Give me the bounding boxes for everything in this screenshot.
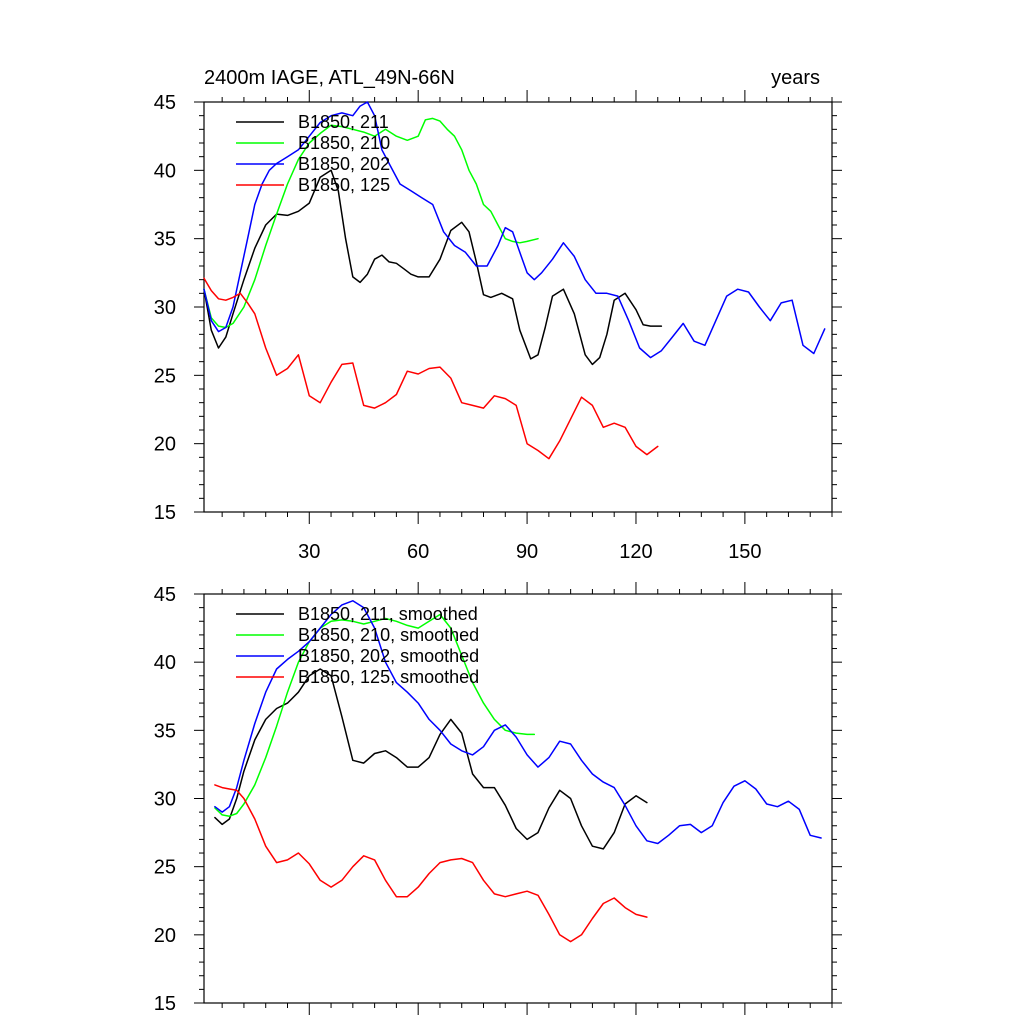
top-panel: 2400m IAGE, ATL_49N-66N years 15 20 25 30 35 40… bbox=[154, 67, 842, 563]
legend-label: B1850, 202 bbox=[298, 154, 390, 174]
y-tick-label: 20 bbox=[154, 434, 176, 456]
chart-title: 2400m IAGE, ATL_49N-66N bbox=[204, 67, 455, 89]
y-tick-label: 20 bbox=[154, 925, 176, 947]
legend-label: B1850, 125 bbox=[298, 175, 390, 195]
legend-label: B1850, 210, smoothed bbox=[298, 625, 479, 645]
y-tick-label: 25 bbox=[154, 857, 176, 879]
legend-label: B1850, 202, smoothed bbox=[298, 646, 479, 666]
x-tick-label: 90 bbox=[516, 541, 538, 563]
y-tick-label: 15 bbox=[154, 502, 176, 524]
y-tick-label: 45 bbox=[154, 584, 176, 606]
series-line-b1850-125-smoothed bbox=[214, 784, 648, 943]
series-line-b1850-210-smoothed bbox=[214, 613, 536, 817]
series-line-b1850-202 bbox=[203, 101, 826, 359]
x-tick-label: 60 bbox=[407, 541, 429, 563]
y-tick-label: 15 bbox=[154, 993, 176, 1015]
series-line-b1850-211-smoothed bbox=[214, 668, 648, 850]
y-tick-label: 25 bbox=[154, 365, 176, 387]
x-tick-label: 120 bbox=[619, 541, 652, 563]
x-tick-label: 30 bbox=[298, 541, 320, 563]
legend-label: B1850, 211, smoothed bbox=[298, 604, 478, 624]
series-line-b1850-202-smoothed bbox=[214, 600, 822, 845]
y-tick-label: 30 bbox=[154, 789, 176, 811]
y-tick-label: 35 bbox=[154, 720, 176, 742]
y-tick-label: 30 bbox=[154, 297, 176, 319]
legend-label: B1850, 210 bbox=[298, 133, 390, 153]
x-tick-label: 150 bbox=[728, 541, 761, 563]
y-tick-label: 40 bbox=[154, 160, 176, 182]
legend-label: B1850, 125, smoothed bbox=[298, 667, 479, 687]
y-tick-label: 40 bbox=[154, 652, 176, 674]
chart-right-title: years bbox=[771, 67, 820, 89]
y-tick-label: 35 bbox=[154, 229, 176, 251]
legend-label: B1850, 211 bbox=[298, 112, 389, 132]
series-line-b1850-125 bbox=[203, 277, 659, 460]
series-line-b1850-210 bbox=[203, 117, 539, 329]
y-tick-label: 45 bbox=[154, 92, 176, 114]
series-line-b1850-211 bbox=[203, 169, 663, 366]
